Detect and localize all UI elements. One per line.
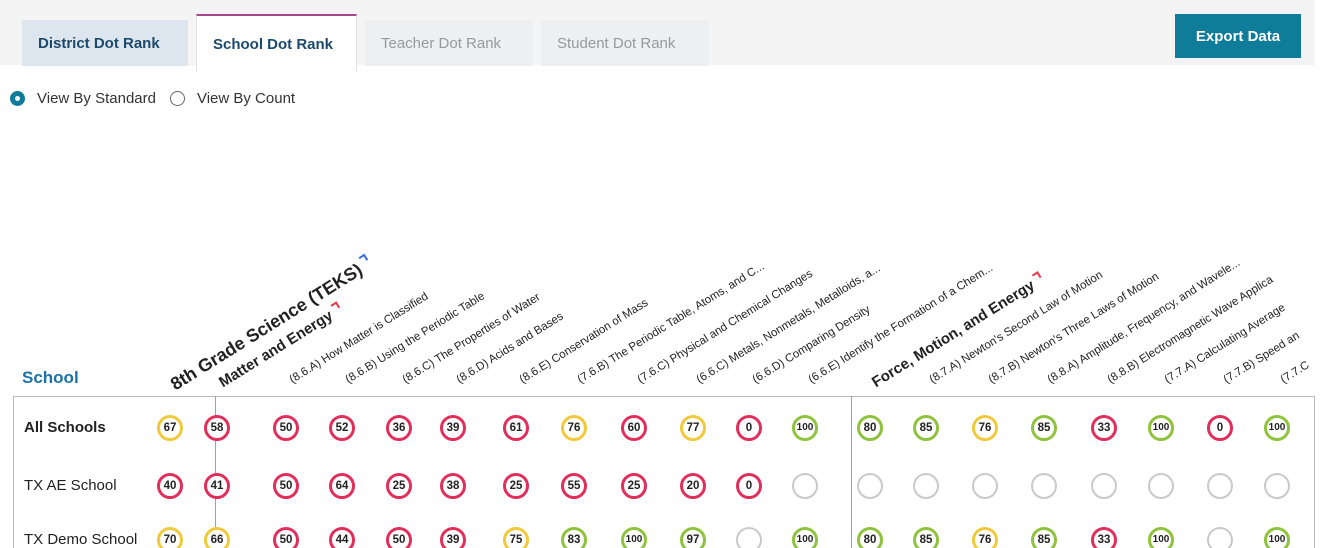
score-dot[interactable]: 100: [1148, 527, 1174, 548]
score-dot[interactable]: 77: [680, 415, 706, 441]
corner-flag-icon: [330, 301, 341, 312]
score-dot[interactable]: 36: [386, 415, 412, 441]
corner-flag-icon: [358, 253, 369, 264]
score-dot[interactable]: 76: [972, 415, 998, 441]
score-dot[interactable]: [792, 473, 818, 499]
score-dot[interactable]: 39: [440, 415, 466, 441]
score-dot[interactable]: 97: [680, 527, 706, 548]
score-dot[interactable]: [1031, 473, 1057, 499]
score-dot[interactable]: 100: [1148, 415, 1174, 441]
score-dot[interactable]: 100: [621, 527, 647, 548]
score-dot[interactable]: 0: [736, 415, 762, 441]
score-dot[interactable]: 50: [273, 527, 299, 548]
row-label: TX Demo School: [24, 531, 138, 548]
score-dot[interactable]: 50: [386, 527, 412, 548]
view-by-standard-label[interactable]: View By Standard: [37, 90, 156, 107]
tab-school-dot-rank[interactable]: School Dot Rank: [196, 14, 357, 72]
score-dot[interactable]: 50: [273, 415, 299, 441]
score-dot[interactable]: 38: [440, 473, 466, 499]
score-dot[interactable]: 67: [157, 415, 183, 441]
column-header-5: (8.6.D) Acids and Bases: [455, 310, 566, 386]
score-dot[interactable]: [1091, 473, 1117, 499]
score-dot[interactable]: 20: [680, 473, 706, 499]
column-header-label: (8.6.D) Acids and Bases: [454, 310, 566, 386]
column-divider: [851, 396, 852, 548]
score-dot[interactable]: 25: [386, 473, 412, 499]
corner-flag-icon: [1032, 270, 1042, 281]
score-dot[interactable]: 80: [857, 415, 883, 441]
score-dot[interactable]: 25: [621, 473, 647, 499]
row-label: All Schools: [24, 419, 106, 436]
column-header-label: 8th Grade Science (TEKS): [166, 259, 366, 395]
score-dot[interactable]: 66: [204, 527, 230, 548]
score-dot[interactable]: 76: [561, 415, 587, 441]
column-divider: [215, 396, 216, 548]
view-mode-radio-group: View By Standard View By Count: [10, 90, 295, 107]
score-dot[interactable]: [1207, 473, 1233, 499]
score-dot[interactable]: [913, 473, 939, 499]
score-dot[interactable]: 41: [204, 473, 230, 499]
score-dot[interactable]: [1207, 527, 1233, 548]
score-dot[interactable]: 85: [913, 527, 939, 548]
score-dot[interactable]: 85: [913, 415, 939, 441]
score-dot[interactable]: 0: [736, 473, 762, 499]
score-dot[interactable]: [1148, 473, 1174, 499]
score-dot[interactable]: 58: [204, 415, 230, 441]
view-by-count-label[interactable]: View By Count: [196, 90, 296, 107]
view-by-standard-radio[interactable]: [10, 91, 25, 106]
score-dot[interactable]: 0: [1207, 415, 1233, 441]
score-dot[interactable]: [736, 527, 762, 548]
score-dot[interactable]: [1264, 473, 1290, 499]
score-dot[interactable]: 75: [503, 527, 529, 548]
score-dot[interactable]: 85: [1031, 527, 1057, 548]
score-dot[interactable]: 80: [857, 527, 883, 548]
export-data-button[interactable]: Export Data: [1175, 14, 1301, 58]
score-dot[interactable]: 85: [1031, 415, 1057, 441]
score-dot[interactable]: 50: [273, 473, 299, 499]
score-dot[interactable]: 100: [1264, 415, 1290, 441]
tab-teacher-dot-rank[interactable]: Teacher Dot Rank: [365, 20, 533, 66]
score-dot[interactable]: 25: [503, 473, 529, 499]
score-dot[interactable]: 100: [792, 415, 818, 441]
score-dot[interactable]: 61: [503, 415, 529, 441]
score-dot[interactable]: 39: [440, 527, 466, 548]
row-label: TX AE School: [24, 477, 117, 494]
score-dot[interactable]: 40: [157, 473, 183, 499]
column-header-19: (7.7.C: [1279, 359, 1312, 386]
score-dot[interactable]: 52: [329, 415, 355, 441]
view-by-count-radio[interactable]: [169, 91, 185, 106]
score-dot[interactable]: [972, 473, 998, 499]
score-dot[interactable]: 83: [561, 527, 587, 548]
tab-student-dot-rank[interactable]: Student Dot Rank: [541, 20, 709, 66]
score-dot[interactable]: 60: [621, 415, 647, 441]
score-dot[interactable]: [857, 473, 883, 499]
column-header-label: (7.7.C: [1278, 359, 1312, 386]
score-dot[interactable]: 76: [972, 527, 998, 548]
score-dot[interactable]: 33: [1091, 415, 1117, 441]
score-dot[interactable]: 33: [1091, 527, 1117, 548]
score-dot[interactable]: 70: [157, 527, 183, 548]
score-dot[interactable]: 100: [1264, 527, 1290, 548]
tab-district-dot-rank[interactable]: District Dot Rank: [22, 20, 188, 66]
dot-rank-grid: [13, 396, 1315, 548]
score-dot[interactable]: 64: [329, 473, 355, 499]
score-dot[interactable]: 100: [792, 527, 818, 548]
school-column-header: School: [22, 368, 79, 387]
score-dot[interactable]: 44: [329, 527, 355, 548]
score-dot[interactable]: 55: [561, 473, 587, 499]
